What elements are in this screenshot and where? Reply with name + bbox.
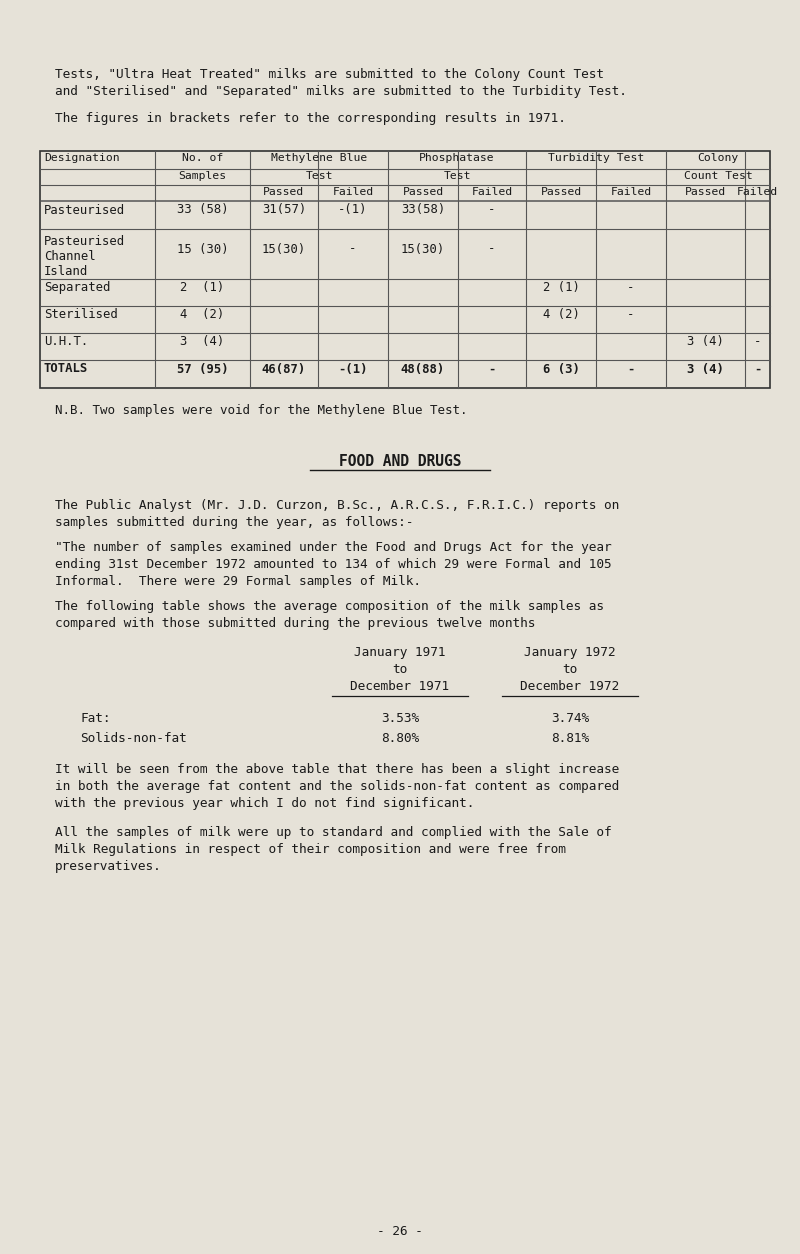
Text: -: -	[627, 362, 634, 375]
Text: FOOD AND DRUGS: FOOD AND DRUGS	[338, 454, 462, 469]
Text: -(1): -(1)	[338, 362, 368, 375]
Text: 48(88): 48(88)	[401, 362, 445, 375]
Text: 31(57): 31(57)	[262, 203, 306, 217]
Text: Failed: Failed	[737, 187, 778, 197]
Text: ending 31st December 1972 amounted to 134 of which 29 were Formal and 105: ending 31st December 1972 amounted to 13…	[55, 558, 612, 571]
Text: Test: Test	[306, 171, 333, 181]
Text: Island: Island	[44, 265, 88, 278]
Text: Pasteurised: Pasteurised	[44, 234, 125, 248]
Text: January 1971: January 1971	[354, 646, 446, 660]
Text: Passed: Passed	[263, 187, 305, 197]
Text: to: to	[392, 663, 408, 676]
Text: 57 (95): 57 (95)	[177, 362, 228, 375]
Text: -: -	[754, 362, 761, 375]
Text: 15 (30): 15 (30)	[177, 242, 228, 256]
Text: December 1971: December 1971	[350, 680, 450, 693]
Text: Count Test: Count Test	[684, 171, 752, 181]
Text: Fat:: Fat:	[80, 712, 110, 725]
Text: The figures in brackets refer to the corresponding results in 1971.: The figures in brackets refer to the cor…	[55, 112, 566, 125]
Text: Pasteurised: Pasteurised	[44, 203, 125, 217]
Text: 33 (58): 33 (58)	[177, 203, 228, 217]
Text: Passed: Passed	[540, 187, 582, 197]
Text: Milk Regulations in respect of their composition and were free from: Milk Regulations in respect of their com…	[55, 843, 566, 856]
Text: Channel: Channel	[44, 250, 96, 263]
Text: with the previous year which I do not find significant.: with the previous year which I do not fi…	[55, 798, 474, 810]
Text: 15(30): 15(30)	[401, 242, 445, 256]
Text: Informal.  There were 29 Formal samples of Milk.: Informal. There were 29 Formal samples o…	[55, 576, 421, 588]
Text: to: to	[562, 663, 578, 676]
Text: samples submitted during the year, as follows:-: samples submitted during the year, as fo…	[55, 515, 414, 529]
Text: 3.74%: 3.74%	[551, 712, 589, 725]
Text: - 26 -: - 26 -	[377, 1225, 423, 1238]
Text: Separated: Separated	[44, 281, 110, 293]
Text: 8.81%: 8.81%	[551, 732, 589, 745]
Text: Samples: Samples	[178, 171, 226, 181]
Text: 15(30): 15(30)	[262, 242, 306, 256]
Text: Solids-non-fat: Solids-non-fat	[80, 732, 186, 745]
Text: compared with those submitted during the previous twelve months: compared with those submitted during the…	[55, 617, 535, 630]
Text: "The number of samples examined under the Food and Drugs Act for the year: "The number of samples examined under th…	[55, 540, 612, 554]
Text: -: -	[488, 362, 496, 375]
Text: Colony: Colony	[698, 153, 738, 163]
Text: Test: Test	[443, 171, 470, 181]
Text: Failed: Failed	[610, 187, 652, 197]
Text: 3 (4): 3 (4)	[687, 362, 724, 375]
Text: N.B. Two samples were void for the Methylene Blue Test.: N.B. Two samples were void for the Methy…	[55, 404, 467, 418]
Text: 4 (2): 4 (2)	[542, 308, 579, 321]
Text: preservatives.: preservatives.	[55, 860, 162, 873]
Text: and "Sterilised" and "Separated" milks are submitted to the Turbidity Test.: and "Sterilised" and "Separated" milks a…	[55, 85, 627, 98]
Text: 33(58): 33(58)	[401, 203, 445, 217]
Text: TOTALS: TOTALS	[44, 362, 88, 375]
Text: 2  (1): 2 (1)	[180, 281, 225, 293]
Text: Phosphatase: Phosphatase	[419, 153, 495, 163]
Text: -: -	[488, 203, 496, 217]
Text: The Public Analyst (Mr. J.D. Curzon, B.Sc., A.R.C.S., F.R.I.C.) reports on: The Public Analyst (Mr. J.D. Curzon, B.S…	[55, 499, 619, 512]
Text: No. of: No. of	[182, 153, 223, 163]
Text: Designation: Designation	[44, 153, 120, 163]
Text: 6 (3): 6 (3)	[542, 362, 579, 375]
Text: -: -	[627, 281, 634, 293]
Text: Turbidity Test: Turbidity Test	[548, 153, 644, 163]
Text: 4  (2): 4 (2)	[180, 308, 225, 321]
Text: The following table shows the average composition of the milk samples as: The following table shows the average co…	[55, 599, 604, 613]
Text: Failed: Failed	[332, 187, 374, 197]
Text: December 1972: December 1972	[521, 680, 619, 693]
Text: -: -	[627, 308, 634, 321]
Text: -: -	[488, 242, 496, 256]
Text: 8.80%: 8.80%	[381, 732, 419, 745]
Text: Tests, "Ultra Heat Treated" milks are submitted to the Colony Count Test: Tests, "Ultra Heat Treated" milks are su…	[55, 68, 604, 82]
Text: -: -	[754, 335, 761, 349]
Text: -(1): -(1)	[338, 203, 368, 217]
Text: U.H.T.: U.H.T.	[44, 335, 88, 349]
Text: 46(87): 46(87)	[262, 362, 306, 375]
Text: Passed: Passed	[685, 187, 726, 197]
Text: Methylene Blue: Methylene Blue	[271, 153, 367, 163]
Text: in both the average fat content and the solids-non-fat content as compared: in both the average fat content and the …	[55, 780, 619, 793]
Text: 2 (1): 2 (1)	[542, 281, 579, 293]
Text: 3  (4): 3 (4)	[180, 335, 225, 349]
Text: Sterilised: Sterilised	[44, 308, 118, 321]
Text: Passed: Passed	[402, 187, 444, 197]
Text: -: -	[350, 242, 357, 256]
Text: Failed: Failed	[471, 187, 513, 197]
Text: 3.53%: 3.53%	[381, 712, 419, 725]
Text: All the samples of milk were up to standard and complied with the Sale of: All the samples of milk were up to stand…	[55, 826, 612, 839]
Text: It will be seen from the above table that there has been a slight increase: It will be seen from the above table tha…	[55, 762, 619, 776]
Text: January 1972: January 1972	[524, 646, 616, 660]
Text: 3 (4): 3 (4)	[687, 335, 724, 349]
Bar	[40, 150, 770, 387]
